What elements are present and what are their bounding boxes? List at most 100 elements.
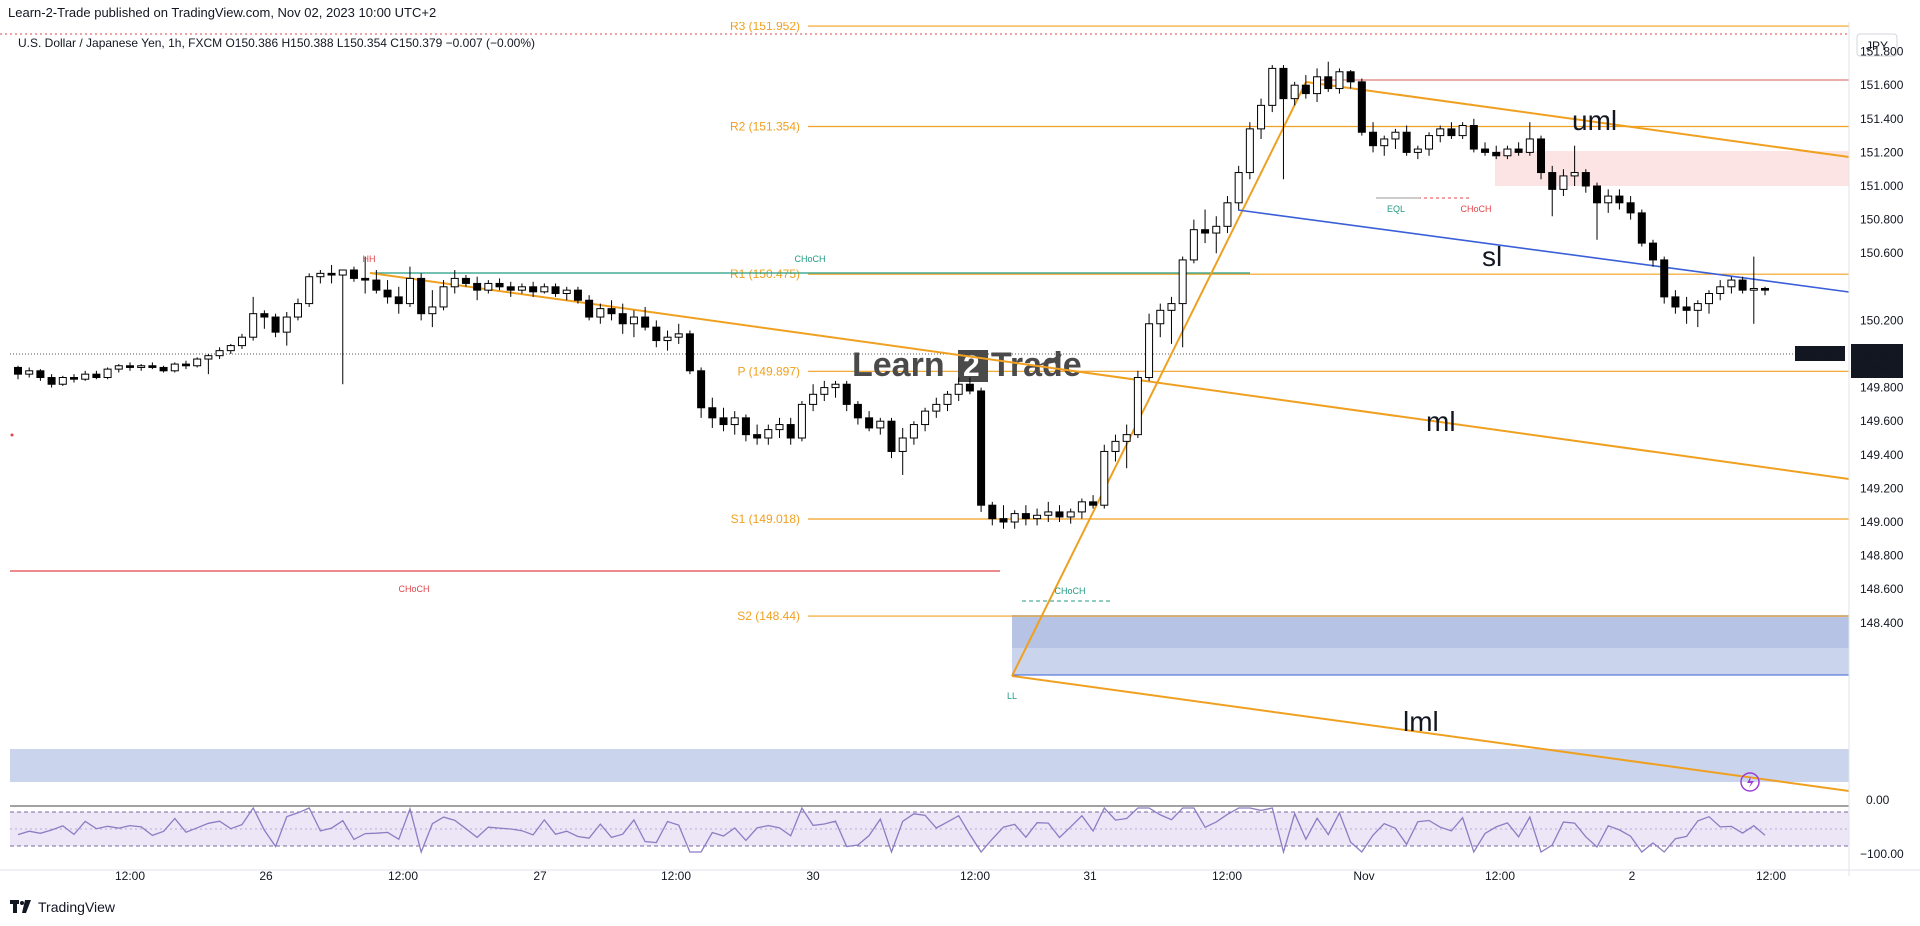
candle-body bbox=[1178, 259, 1187, 305]
currency-box[interactable] bbox=[1856, 33, 1898, 57]
candle-body bbox=[1660, 259, 1669, 298]
candle bbox=[1044, 501, 1053, 522]
tradingview-logo[interactable]: TradingView bbox=[10, 897, 115, 917]
candle bbox=[1637, 209, 1646, 247]
candle-body bbox=[506, 286, 515, 291]
candle-body bbox=[775, 424, 784, 431]
candle bbox=[573, 286, 582, 304]
watermark-arrow-icon bbox=[1036, 354, 1062, 366]
candle-body bbox=[383, 289, 392, 298]
candle-body bbox=[764, 429, 773, 439]
candle bbox=[1660, 256, 1669, 304]
candle bbox=[159, 365, 168, 373]
candle bbox=[1234, 165, 1243, 210]
candle bbox=[629, 310, 638, 338]
candle bbox=[697, 367, 706, 418]
x-tick-label: 12:00 bbox=[1756, 869, 1786, 883]
candle bbox=[1033, 508, 1042, 526]
candle bbox=[1145, 313, 1154, 381]
candle-body bbox=[137, 365, 146, 368]
rsi-line bbox=[17, 806, 1766, 855]
candle bbox=[1290, 81, 1299, 106]
candle-body bbox=[271, 316, 280, 333]
eql-label: EQL bbox=[1387, 204, 1405, 214]
candle-body bbox=[1492, 151, 1501, 157]
candle-body bbox=[293, 303, 302, 318]
candle bbox=[965, 377, 974, 395]
y-tick-label: 148.400 bbox=[1860, 616, 1904, 630]
y-tick-label: 151.800 bbox=[1860, 45, 1904, 59]
candle-body bbox=[1346, 71, 1355, 83]
candle bbox=[1649, 239, 1658, 267]
candle-body bbox=[965, 383, 974, 392]
candle-body bbox=[1212, 225, 1221, 234]
candle bbox=[730, 411, 739, 435]
candle-body bbox=[215, 350, 224, 357]
candle-body bbox=[439, 286, 448, 308]
watermark: Learn 2 Trade bbox=[852, 346, 1082, 384]
price-chart[interactable]: R3 (151.952) R2 (151.354) R1 (150.475) P (1… bbox=[0, 22, 1920, 892]
candle bbox=[585, 295, 594, 321]
candle bbox=[193, 357, 202, 368]
candle bbox=[137, 364, 146, 371]
zones-layer bbox=[10, 79, 1849, 782]
candle-body bbox=[1223, 202, 1232, 227]
candle-body bbox=[1425, 135, 1434, 150]
symbol-legend[interactable]: U.S. Dollar / Japanese Yen, 1h, FXCM O15… bbox=[18, 36, 536, 50]
candle bbox=[338, 269, 347, 385]
candle bbox=[1705, 290, 1714, 314]
price-tag-value: 150.379 bbox=[1858, 347, 1902, 361]
candle-body bbox=[977, 390, 986, 506]
candle-body bbox=[697, 370, 706, 409]
candle bbox=[271, 313, 280, 338]
tradingview-logo-icon bbox=[10, 900, 31, 913]
candle-body bbox=[1111, 440, 1120, 452]
candle bbox=[450, 270, 459, 294]
candle-body bbox=[461, 277, 470, 284]
candle bbox=[1313, 68, 1322, 102]
candle bbox=[797, 401, 806, 442]
candle bbox=[473, 276, 482, 301]
candle-body bbox=[529, 286, 538, 293]
time-axis: 12:00 26 12:00 27 12:00 30 12:00 31 12:00 Nov 12:0… bbox=[0, 869, 1920, 883]
candle-body bbox=[25, 370, 34, 375]
rsi-tick-minus100: −100.00 bbox=[1860, 847, 1904, 861]
y-tick-label: 150.600 bbox=[1860, 246, 1904, 260]
candle bbox=[1133, 370, 1142, 438]
candle bbox=[1122, 424, 1131, 469]
candle-body bbox=[943, 393, 952, 405]
y-tick-label: 148.800 bbox=[1860, 549, 1904, 563]
candle-body bbox=[1559, 175, 1568, 190]
candle bbox=[898, 427, 907, 475]
candle bbox=[249, 296, 258, 341]
candle-body bbox=[193, 358, 202, 367]
candle-body bbox=[81, 373, 90, 380]
pivot-label-5: S2 (148.44) bbox=[737, 609, 800, 623]
candle bbox=[1100, 444, 1109, 509]
candle bbox=[674, 323, 683, 344]
candle-body bbox=[1693, 303, 1702, 311]
y-tick-label: 149.400 bbox=[1860, 448, 1904, 462]
candle-body bbox=[361, 277, 370, 281]
candle bbox=[652, 320, 661, 348]
candle-body bbox=[1145, 323, 1154, 379]
candle bbox=[1548, 165, 1557, 217]
candle-body bbox=[596, 308, 605, 318]
candle-body bbox=[1525, 138, 1534, 153]
candle bbox=[551, 283, 560, 297]
price-tag-box bbox=[1851, 344, 1903, 378]
candle bbox=[1514, 142, 1523, 156]
candle bbox=[988, 501, 997, 526]
channel-layer bbox=[369, 81, 1850, 792]
candle bbox=[506, 281, 515, 297]
candle bbox=[1055, 505, 1064, 522]
candle bbox=[69, 374, 78, 383]
candle bbox=[260, 310, 269, 329]
candle-body bbox=[954, 383, 963, 395]
candle-body bbox=[1313, 76, 1322, 95]
candle bbox=[226, 343, 235, 354]
candle-body bbox=[585, 299, 594, 318]
candle bbox=[1447, 122, 1456, 139]
y-tick-label: 150.200 bbox=[1860, 313, 1904, 327]
choch-hh-label: CHoCH bbox=[794, 254, 825, 264]
